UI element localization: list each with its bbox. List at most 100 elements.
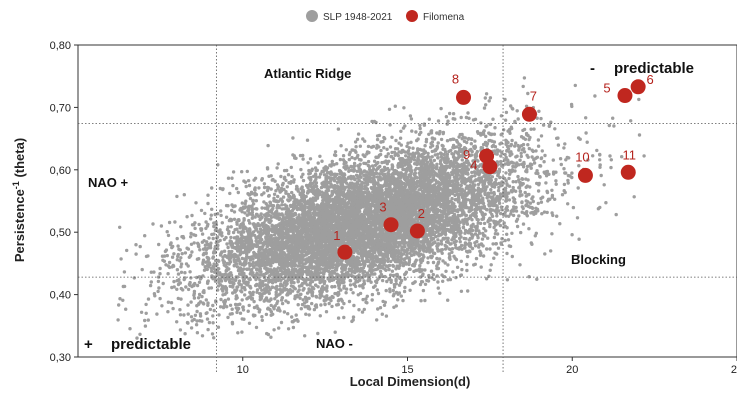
background-point [351, 318, 355, 322]
background-point [243, 293, 247, 297]
background-point [593, 94, 597, 98]
background-point [262, 182, 267, 186]
background-point [459, 289, 464, 293]
background-point [384, 288, 388, 293]
background-point [176, 272, 181, 276]
background-point [197, 222, 201, 227]
background-point [464, 115, 469, 120]
background-point [434, 234, 438, 239]
background-point [357, 157, 362, 162]
background-point [489, 132, 493, 137]
background-point [333, 330, 337, 334]
background-point [254, 255, 258, 259]
background-point [312, 307, 317, 312]
background-point [314, 181, 319, 185]
background-point [354, 145, 358, 149]
background-point [280, 301, 285, 306]
background-point [575, 216, 580, 220]
background-point [116, 318, 120, 322]
background-point [138, 244, 142, 249]
background-point [508, 153, 512, 158]
background-point [584, 116, 588, 120]
background-point [521, 165, 526, 169]
background-point [450, 250, 454, 254]
background-point [478, 249, 482, 253]
background-point [184, 285, 188, 289]
background-point [230, 176, 234, 180]
background-point [246, 309, 250, 313]
background-point [276, 162, 280, 166]
background-point [144, 311, 148, 315]
background-point [241, 305, 245, 309]
background-point [244, 184, 248, 189]
background-point [519, 151, 523, 155]
background-point [539, 200, 544, 204]
background-point [232, 210, 237, 214]
background-point [172, 279, 176, 284]
background-point [504, 171, 508, 175]
background-point [490, 144, 494, 149]
background-point [342, 280, 346, 284]
background-point [402, 106, 406, 110]
background-point [406, 149, 411, 153]
background-point [287, 194, 291, 199]
background-point [177, 278, 181, 282]
background-point [375, 137, 380, 142]
background-point [272, 192, 277, 196]
background-point [361, 137, 365, 141]
background-point [175, 258, 179, 262]
background-point [451, 216, 455, 220]
background-point [118, 297, 122, 301]
background-point [341, 154, 346, 158]
background-point [248, 196, 253, 201]
background-point [566, 181, 570, 185]
background-point [245, 229, 249, 233]
background-point [330, 285, 334, 289]
background-point [445, 122, 449, 126]
background-point [266, 143, 270, 148]
background-point [178, 308, 182, 312]
background-point [637, 133, 642, 137]
background-point [510, 254, 514, 259]
background-point [335, 180, 340, 185]
background-point [536, 189, 541, 193]
background-point [611, 116, 615, 120]
background-point [385, 279, 389, 284]
background-point [379, 148, 383, 153]
background-point [491, 117, 495, 121]
background-point [392, 150, 397, 154]
background-point [401, 126, 406, 130]
background-point [503, 97, 507, 102]
background-point [265, 167, 270, 171]
background-point [348, 278, 352, 283]
background-point [189, 315, 194, 319]
background-point [464, 180, 468, 184]
background-point [509, 150, 513, 154]
background-point [418, 264, 422, 268]
background-point [175, 287, 179, 291]
background-point [184, 262, 189, 266]
background-point [190, 250, 194, 254]
legend: SLP 1948-2021 Filomena [306, 10, 465, 23]
background-point [212, 224, 216, 229]
background-point [301, 157, 305, 161]
background-point [172, 252, 176, 256]
background-point [197, 280, 202, 284]
background-point [308, 281, 313, 285]
background-point [562, 146, 566, 150]
background-point [399, 294, 403, 298]
background-point [484, 92, 489, 96]
background-point [122, 270, 127, 274]
background-point [441, 227, 445, 232]
background-point [514, 141, 518, 145]
background-point [206, 201, 210, 206]
background-point [385, 147, 389, 151]
background-point [394, 138, 398, 143]
background-point [260, 193, 264, 197]
background-point [457, 236, 462, 241]
background-point [418, 126, 422, 131]
background-point [536, 138, 541, 142]
background-point [299, 175, 304, 179]
background-point [389, 259, 393, 264]
background-point [378, 269, 383, 274]
